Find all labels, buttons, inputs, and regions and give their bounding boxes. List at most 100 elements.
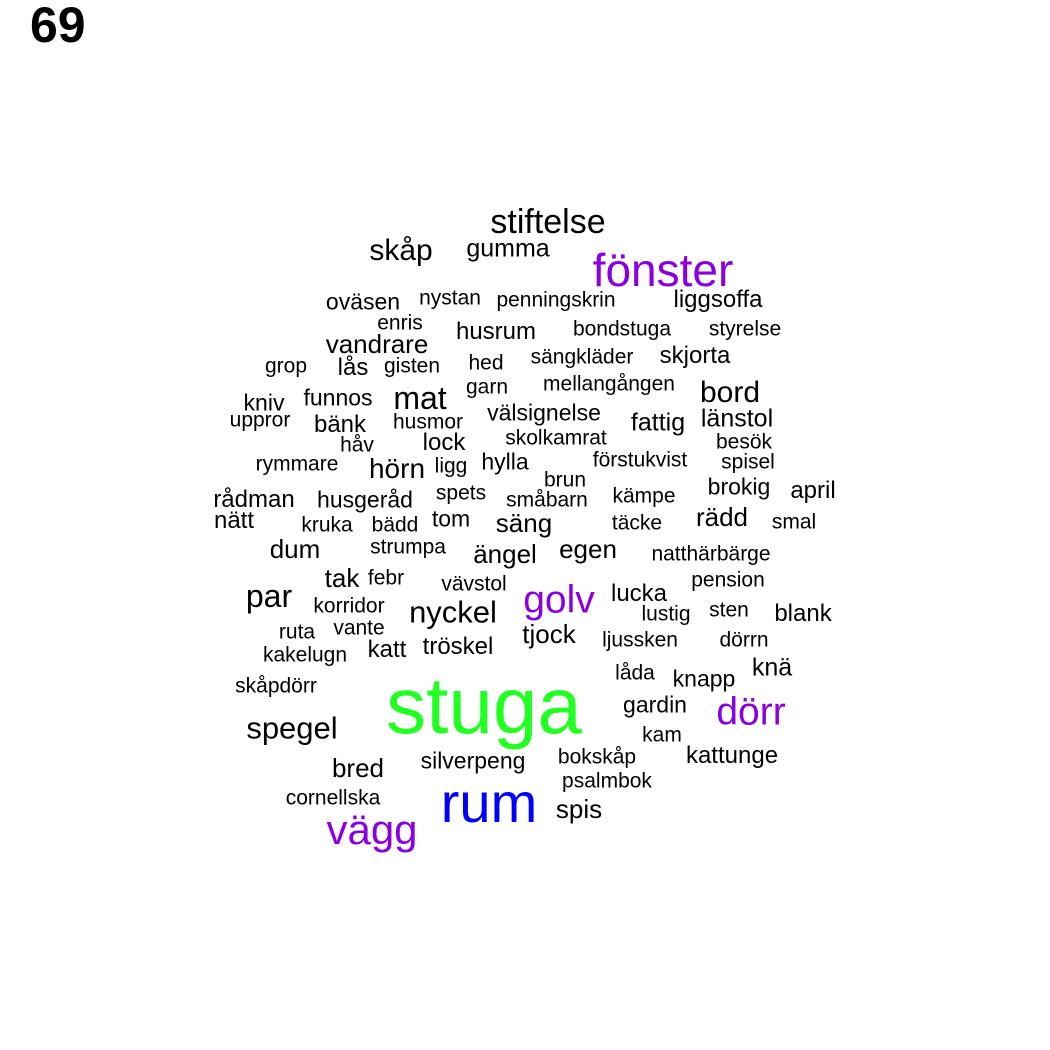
cloud-word: styrelse bbox=[708, 317, 782, 341]
page-number: 69 bbox=[30, 0, 86, 53]
cloud-word: fönster bbox=[592, 244, 734, 296]
cloud-word: grop bbox=[264, 354, 308, 378]
cloud-word: kam bbox=[642, 723, 682, 747]
cloud-word: tröskel bbox=[422, 633, 494, 660]
cloud-word: lås bbox=[337, 354, 369, 381]
cloud-word: husrum bbox=[455, 318, 537, 345]
cloud-word: natthärbärge bbox=[651, 542, 771, 566]
cloud-word: bänk bbox=[313, 411, 367, 438]
cloud-word: sten bbox=[709, 598, 749, 622]
cloud-word: tjock bbox=[522, 619, 576, 649]
cloud-word: smal bbox=[771, 510, 817, 534]
cloud-word: nystan bbox=[419, 286, 481, 310]
cloud-word: ligg bbox=[434, 454, 468, 478]
cloud-word: gardin bbox=[623, 691, 687, 718]
cloud-word: cornellska bbox=[285, 786, 381, 810]
cloud-word: skåpdörr bbox=[235, 674, 317, 698]
cloud-word: rum bbox=[440, 771, 538, 834]
cloud-word: lock bbox=[422, 429, 466, 456]
cloud-word: håv bbox=[340, 433, 374, 457]
cloud-word: spegel bbox=[246, 710, 338, 746]
cloud-word: vägg bbox=[326, 806, 418, 853]
cloud-word: husmor bbox=[392, 410, 464, 434]
cloud-word: skåp bbox=[369, 234, 433, 267]
cloud-word: tom bbox=[431, 505, 471, 532]
cloud-word: nyckel bbox=[409, 594, 497, 630]
cloud-word: mat bbox=[393, 380, 447, 416]
cloud-word: kruka bbox=[301, 513, 353, 537]
cloud-word: välsignelse bbox=[487, 399, 601, 426]
cloud-word: vävstol bbox=[441, 572, 507, 596]
cloud-word: par bbox=[245, 578, 293, 614]
cloud-word: april bbox=[790, 477, 836, 504]
cloud-word: rådman bbox=[213, 486, 295, 513]
cloud-word: funnos bbox=[303, 384, 373, 411]
cloud-word: kniv bbox=[243, 389, 285, 416]
cloud-word: oväsen bbox=[325, 288, 401, 315]
cloud-word: spets bbox=[435, 481, 487, 505]
cloud-word: spis bbox=[555, 794, 603, 824]
cloud-word: bord bbox=[699, 376, 761, 409]
cloud-word: blank bbox=[774, 600, 832, 627]
cloud-word: strumpa bbox=[370, 535, 446, 559]
cloud-word: besök bbox=[715, 430, 773, 454]
cloud-word: hylla bbox=[481, 448, 529, 475]
cloud-word: småbarn bbox=[506, 488, 588, 512]
cloud-word: liggsoffa bbox=[673, 286, 763, 313]
cloud-word: pension bbox=[691, 568, 765, 592]
cloud-word: stuga bbox=[386, 661, 582, 750]
cloud-word: silverpeng bbox=[420, 747, 526, 774]
cloud-word: ljussken bbox=[602, 628, 678, 652]
cloud-word: golv bbox=[523, 578, 595, 622]
cloud-word: knapp bbox=[672, 665, 736, 692]
cloud-word: fattig bbox=[630, 408, 686, 437]
cloud-word: stiftelse bbox=[490, 203, 606, 241]
cloud-word: brun bbox=[543, 468, 587, 492]
cloud-word: dörr bbox=[716, 690, 786, 734]
cloud-word: ängel bbox=[473, 539, 537, 569]
cloud-word: knä bbox=[751, 653, 793, 682]
cloud-word: katt bbox=[367, 636, 407, 663]
cloud-word: korridor bbox=[313, 594, 385, 618]
cloud-word: hörn bbox=[368, 453, 426, 484]
cloud-word: ruta bbox=[278, 620, 316, 644]
cloud-word: mellangången bbox=[543, 372, 675, 396]
cloud-word: garn bbox=[465, 375, 509, 399]
cloud-word: låda bbox=[615, 661, 655, 685]
cloud-word: kämpe bbox=[612, 484, 676, 508]
cloud-word: täcke bbox=[611, 511, 663, 535]
cloud-word: förstukvist bbox=[592, 448, 688, 472]
cloud-word: vante bbox=[333, 616, 385, 640]
cloud-word: vandrare bbox=[325, 329, 429, 359]
cloud-word: brokig bbox=[707, 473, 771, 500]
cloud-word: tak bbox=[324, 563, 360, 593]
cloud-word: nätt bbox=[213, 507, 255, 534]
cloud-word: husgeråd bbox=[317, 486, 413, 513]
cloud-word: kakelugn bbox=[262, 643, 348, 667]
cloud-word: uppror bbox=[229, 408, 291, 432]
cloud-word: gisten bbox=[383, 354, 441, 378]
cloud-word: dörrn bbox=[719, 628, 769, 652]
cloud-word: egen bbox=[559, 534, 617, 564]
cloud-word: kattunge bbox=[685, 742, 779, 769]
cloud-word: sängkläder bbox=[530, 345, 634, 369]
cloud-word: rymmare bbox=[255, 452, 339, 476]
cloud-word: bokskåp bbox=[557, 745, 637, 769]
cloud-word: hed bbox=[468, 351, 504, 375]
cloud-word: psalmbok bbox=[562, 769, 652, 793]
cloud-word: gumma bbox=[466, 234, 550, 263]
cloud-word: skjorta bbox=[659, 342, 731, 369]
cloud-word: rädd bbox=[695, 502, 749, 532]
cloud-word: spisel bbox=[721, 450, 775, 474]
cloud-word: länstol bbox=[700, 404, 774, 433]
cloud-word: bred bbox=[331, 753, 385, 783]
cloud-word: febr bbox=[367, 566, 405, 590]
cloud-word: dum bbox=[269, 534, 321, 564]
cloud-word: bädd bbox=[371, 513, 419, 537]
cloud-word: säng bbox=[495, 508, 553, 538]
cloud-word: lucka bbox=[610, 580, 668, 607]
cloud-word: skolkamrat bbox=[505, 426, 607, 450]
cloud-word: bondstuga bbox=[572, 317, 672, 341]
cloud-word: penningskrin bbox=[496, 288, 616, 312]
